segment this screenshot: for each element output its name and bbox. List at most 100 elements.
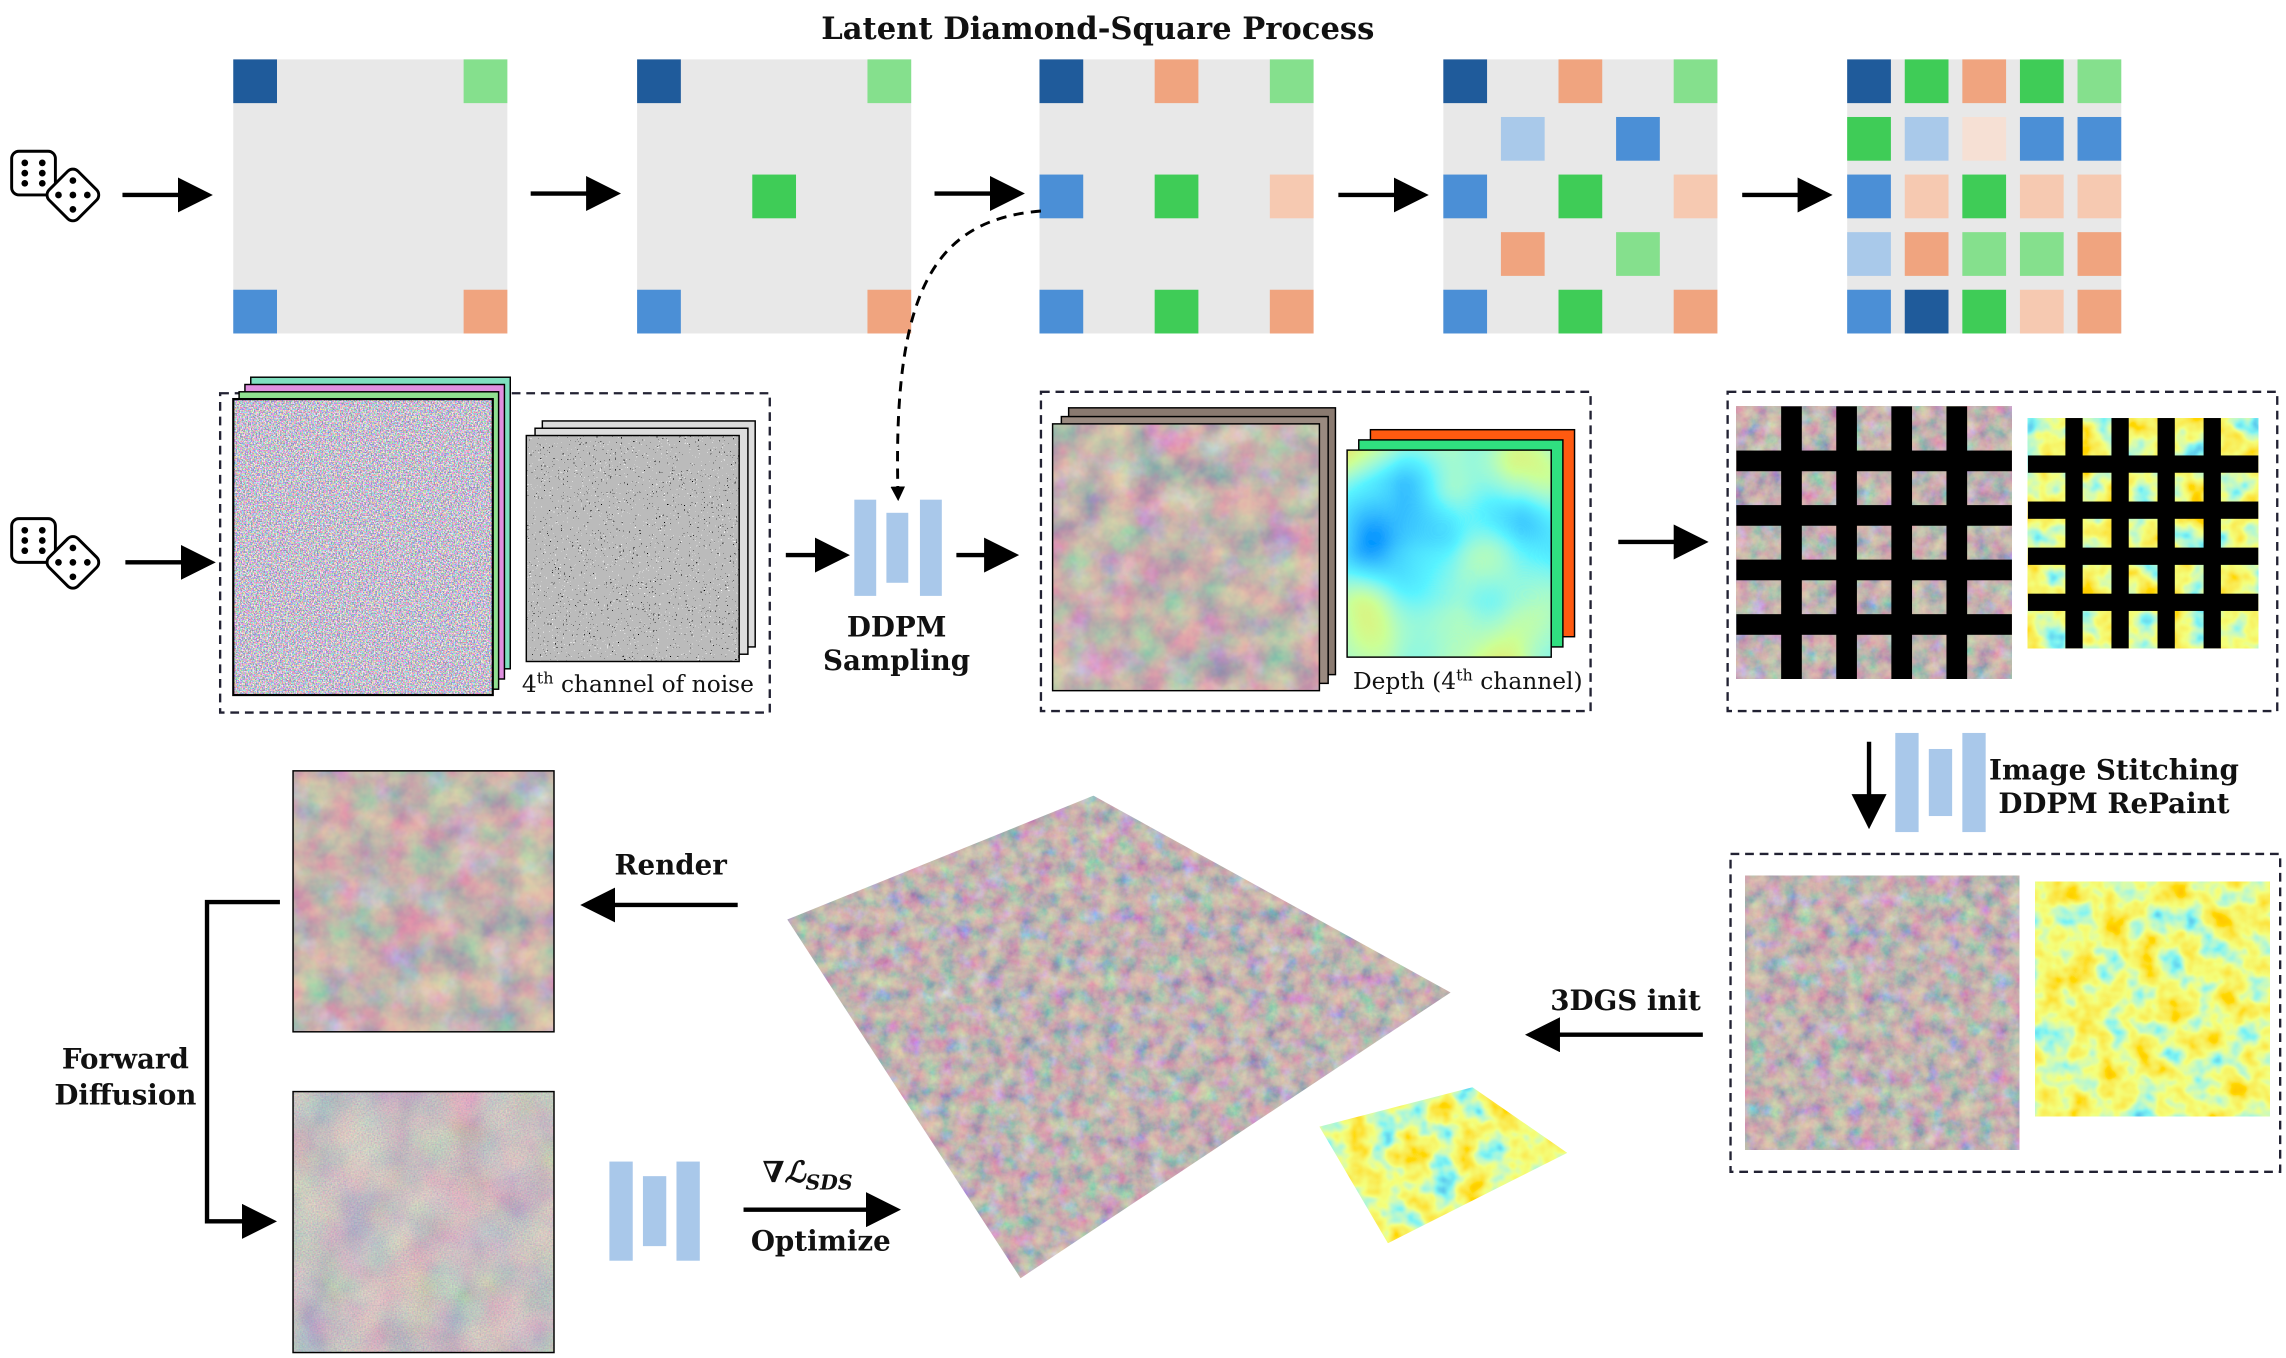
grid-cell: [1558, 289, 1603, 334]
die-dot: [38, 179, 46, 187]
die-dot: [69, 191, 77, 199]
die-dot: [38, 537, 46, 544]
grid-cell: [1500, 116, 1545, 161]
grid-cell: [1558, 174, 1603, 219]
die-dot: [55, 191, 62, 199]
mask-bar: [1836, 406, 1857, 679]
title: Latent Diamond-Square Process: [821, 11, 1374, 47]
init-label: 3DGS init: [1550, 984, 1701, 1017]
grid-cell: [1904, 174, 1949, 219]
nabla: ∇: [762, 1155, 784, 1189]
grid-cell: [1616, 116, 1660, 161]
forward-label: Forward: [62, 1042, 189, 1075]
sampling-label: DDPM: [847, 611, 947, 644]
mask-bar: [2157, 418, 2175, 649]
die-dot: [21, 526, 29, 534]
die-dot: [38, 526, 46, 534]
stitching-label: DDPM RePaint: [1998, 787, 2229, 820]
network-icon: [854, 499, 942, 596]
tiled-depth: [2027, 418, 2259, 649]
tile-mask: [1736, 406, 2259, 679]
grid-cell: [463, 289, 508, 334]
die-dot: [38, 159, 46, 167]
superscript: th: [537, 668, 554, 687]
stitched-image: [1745, 875, 2020, 1150]
dashed-box: [1039, 390, 1592, 713]
grid-cell: [1962, 232, 2007, 276]
die-dot: [69, 177, 77, 184]
rgb-stack: [1051, 407, 1337, 692]
grid-cell: [1962, 174, 2007, 219]
diamond-square-grids: [233, 59, 2122, 334]
bw-noise: [526, 435, 740, 662]
grid-cell: [1673, 174, 1718, 219]
stitched-depth: [2035, 881, 2270, 1117]
mask-bar: [2027, 547, 2259, 565]
depth-stack: [1346, 428, 1576, 658]
grid-cell: [637, 59, 681, 104]
grid-cell: [1443, 289, 1488, 334]
grid-cell: [2019, 116, 2064, 161]
grid-cell: [1039, 174, 1084, 219]
depth-map: [1347, 450, 1552, 658]
superscript: th: [1456, 665, 1473, 684]
frame: [292, 770, 555, 1033]
label-part: Depth (4: [1353, 668, 1456, 695]
grid-cell: [1154, 174, 1199, 219]
die: [45, 535, 101, 590]
label-part: channel): [1473, 668, 1583, 695]
mask-bar: [2065, 418, 2083, 649]
die-dot: [21, 159, 29, 167]
grid-cell: [2077, 232, 2122, 276]
die-dot: [69, 559, 77, 566]
die-dot: [21, 537, 29, 544]
3d-scene: [787, 795, 1451, 1279]
noise-label: 4th channel of noise: [522, 668, 754, 698]
grid-cell: [1847, 174, 1891, 219]
grid-cell: [2077, 289, 2122, 334]
arrow: [204, 899, 280, 1239]
tiled-image: [1736, 406, 2012, 679]
grid-cell: [867, 289, 912, 334]
grid-cell: [1904, 116, 1949, 161]
grid-cell: [1847, 59, 1891, 104]
loss-symbol: ℒ: [784, 1155, 807, 1189]
frame: [232, 397, 494, 697]
mask-bar: [1736, 505, 2012, 526]
grid-cell: [1673, 289, 1718, 334]
grid-cell: [2077, 116, 2122, 161]
grid-cell: [2077, 174, 2122, 219]
die-dot: [55, 559, 62, 566]
grid-cell: [2019, 59, 2064, 104]
grid-cell: [1847, 116, 1891, 161]
mask-bar: [1891, 406, 1913, 679]
subscript: SDS: [805, 1170, 852, 1194]
grid-cell: [2019, 289, 2064, 334]
grid-cell: [233, 289, 278, 334]
dashed-box: [218, 392, 771, 714]
grid-cell: [2019, 232, 2064, 276]
grid-cell: [1962, 59, 2007, 104]
grid-cell: [1904, 289, 1949, 334]
die-dot: [38, 169, 46, 177]
grid-cell: [1904, 232, 1949, 276]
frame: [525, 434, 740, 663]
mask-bar: [1736, 559, 2012, 581]
grid-cell: [1962, 116, 2007, 161]
render-label: Render: [614, 848, 727, 881]
network-icon: [1895, 732, 1986, 833]
grid-cell: [637, 289, 681, 334]
grid-cell: [2077, 59, 2122, 104]
frame: [1051, 423, 1321, 692]
die-dot: [21, 179, 29, 187]
grid-cell: [1904, 59, 1949, 104]
die-dot: [21, 169, 29, 177]
coral-image: [1052, 423, 1320, 691]
dashed-box: [1729, 852, 2282, 1173]
stitching-label: Image Stitching: [1989, 754, 2239, 787]
mask-bar: [1736, 614, 2012, 635]
grid-cell: [463, 59, 508, 104]
mask-bar: [1946, 406, 1968, 679]
